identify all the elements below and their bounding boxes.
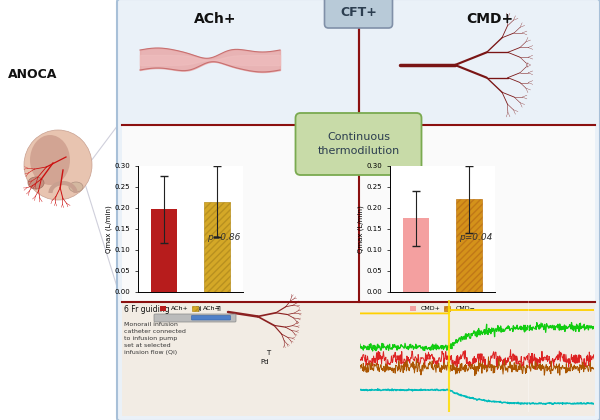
Legend: ACh+, ACh−: ACh+, ACh− — [157, 303, 224, 314]
Text: p=0.86: p=0.86 — [207, 233, 241, 242]
Y-axis label: Qmax (L/min): Qmax (L/min) — [106, 205, 112, 253]
Text: Ti: Ti — [215, 306, 221, 312]
Text: Qi: Qi — [194, 306, 202, 312]
Bar — [203, 202, 230, 292]
Y-axis label: Qmax (L/min): Qmax (L/min) — [358, 205, 364, 253]
Ellipse shape — [30, 135, 70, 185]
Text: Continuous
thermodilution: Continuous thermodilution — [317, 132, 400, 156]
Text: T: T — [266, 350, 270, 356]
Bar — [122, 4, 595, 125]
Ellipse shape — [28, 177, 44, 189]
Text: CMD+: CMD+ — [466, 12, 514, 26]
Ellipse shape — [24, 130, 92, 200]
FancyBboxPatch shape — [154, 314, 236, 322]
Bar — [403, 218, 430, 292]
Legend: CMD+, CMD−: CMD+, CMD− — [407, 303, 478, 314]
Text: ACh+: ACh+ — [194, 12, 236, 26]
Text: ANOCA: ANOCA — [8, 68, 58, 81]
Ellipse shape — [69, 182, 83, 192]
Bar — [151, 209, 178, 292]
Text: Monorail infusion
catheter connected
to infusion pump
set at selected
infusion f: Monorail infusion catheter connected to … — [124, 322, 186, 355]
FancyBboxPatch shape — [325, 0, 392, 28]
Bar — [122, 302, 595, 416]
Text: 6 Fr guiding: 6 Fr guiding — [124, 305, 170, 314]
Bar — [0, 0, 118, 420]
Text: Pd: Pd — [261, 359, 269, 365]
Text: p=0.04: p=0.04 — [459, 233, 493, 242]
Bar — [455, 200, 482, 292]
Text: CFT+: CFT+ — [340, 5, 377, 18]
FancyBboxPatch shape — [191, 315, 230, 320]
FancyBboxPatch shape — [117, 0, 600, 420]
Bar — [122, 125, 595, 302]
FancyBboxPatch shape — [296, 113, 421, 175]
